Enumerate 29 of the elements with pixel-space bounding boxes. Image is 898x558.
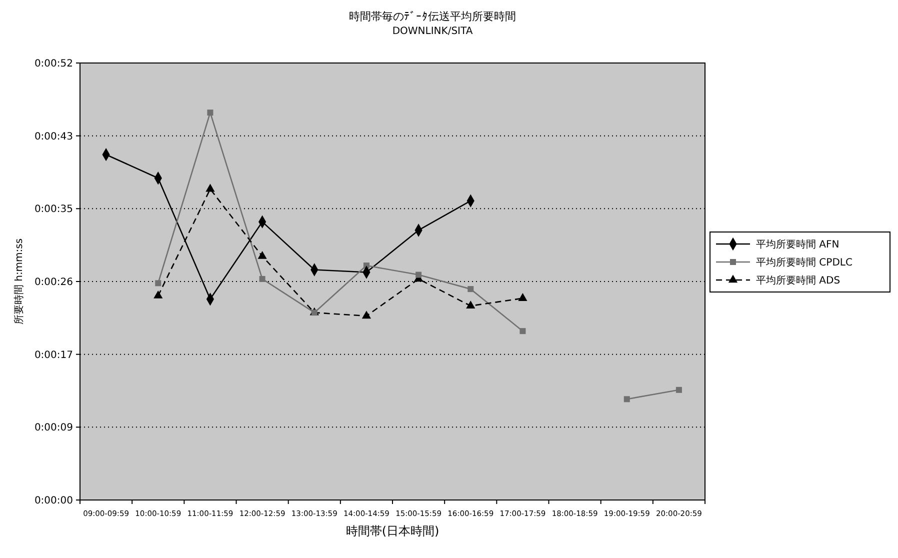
legend-label: 平均所要時間 AFN <box>756 238 840 250</box>
chart-subtitle: DOWNLINK/SITA <box>392 26 473 37</box>
y-tick-label: 0:00:09 <box>34 422 73 434</box>
point <box>676 386 682 393</box>
point <box>311 310 318 316</box>
y-tick-label: 0:00:17 <box>34 350 73 361</box>
y-tick-label: 0:00:35 <box>34 204 73 216</box>
y-tick-label: 0:00:00 <box>34 496 73 506</box>
point <box>520 328 526 334</box>
point <box>206 184 215 192</box>
point <box>518 293 528 301</box>
point <box>466 300 476 309</box>
point <box>155 280 162 286</box>
point <box>624 396 630 402</box>
point <box>259 276 266 282</box>
point <box>154 290 163 298</box>
y-axis-title: 所要時間 h:mm:ss <box>13 238 25 325</box>
point <box>207 110 214 116</box>
chart-title: 時間帯毎のﾃﾞｰﾀ伝送平均所要時間 <box>349 10 516 23</box>
legend-label: 平均所要時間 ADS <box>756 274 840 286</box>
y-tick-label: 0:00:43 <box>34 131 73 142</box>
point <box>362 310 372 319</box>
point <box>258 251 267 259</box>
y-tick-label: 0:00:26 <box>34 277 73 288</box>
point <box>468 286 474 292</box>
point <box>416 272 422 278</box>
legend-label: 平均所要時間 CPDLC <box>756 256 852 268</box>
y-tick-label: 0:00:52 <box>34 58 73 70</box>
x-axis-title: 時間帯(日本時間) <box>346 524 440 538</box>
